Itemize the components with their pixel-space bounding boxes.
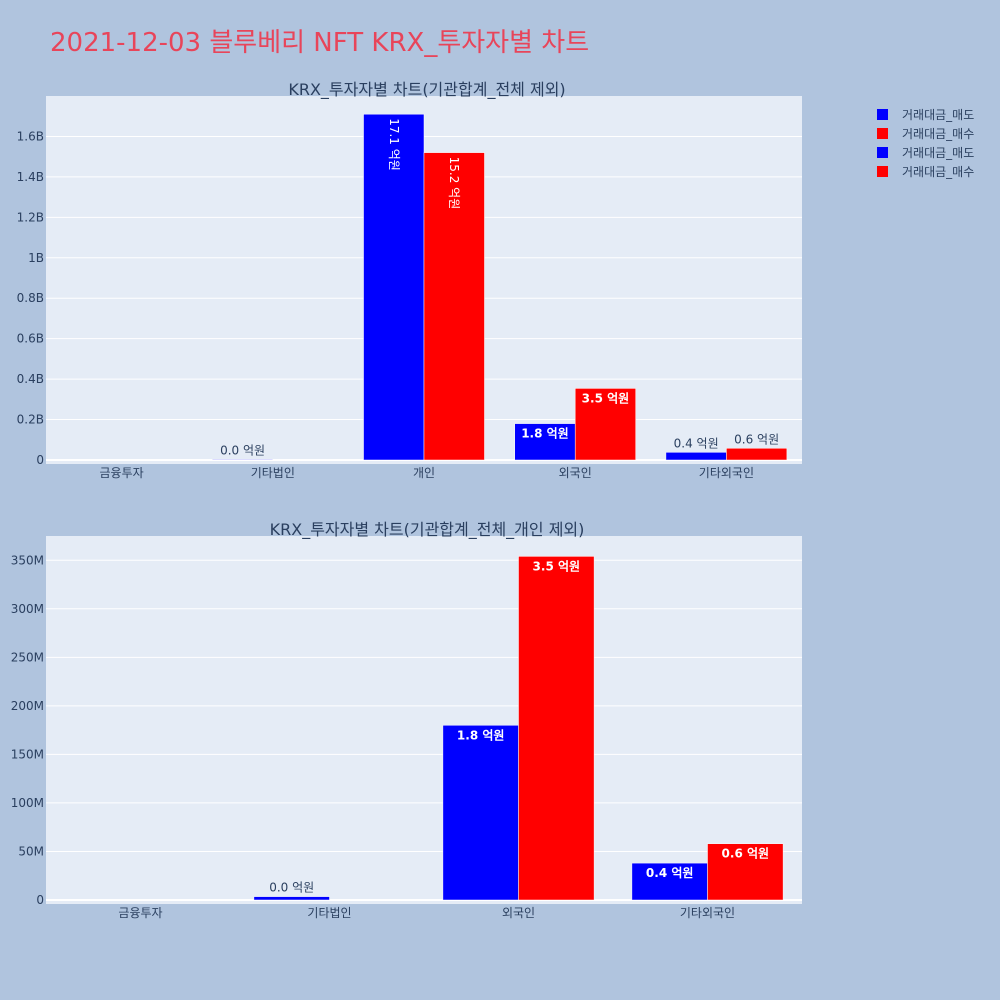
bar-data-label: 0.4 억원 <box>646 866 694 880</box>
y-tick-label: 0.6B <box>17 332 44 346</box>
y-tick-label: 350M <box>11 553 44 567</box>
bar <box>665 452 727 461</box>
legend-label: 거래대금_매도 <box>902 146 974 160</box>
legend-label: 거래대금_매수 <box>902 127 974 141</box>
bar <box>707 843 784 901</box>
y-tick-label: 250M <box>11 650 44 664</box>
y-tick-label: 100M <box>11 796 44 810</box>
y-tick-label: 200M <box>11 699 44 713</box>
bar-data-label: 3.5 억원 <box>582 391 630 405</box>
bar-data-label: 1.8 억원 <box>521 427 569 441</box>
bar <box>363 113 425 461</box>
y-tick-label: 0 <box>36 893 44 907</box>
x-tick-label: 기타법인 <box>307 906 351 920</box>
legend-swatch <box>877 109 888 120</box>
x-tick-label: 금융투자 <box>100 466 144 480</box>
bar <box>574 388 636 461</box>
bar <box>442 725 519 901</box>
bar-data-label: 0.0 억원 <box>220 443 265 457</box>
legend-swatch <box>877 166 888 177</box>
y-tick-label: 0.4B <box>17 372 44 386</box>
bar-data-label: 0.6 억원 <box>722 847 770 861</box>
plot-area <box>46 536 802 904</box>
y-tick-label: 0.2B <box>17 413 44 427</box>
bar-data-label: 15.2 억원 <box>447 157 461 210</box>
bar <box>253 896 330 901</box>
bar-data-label: 0.6 억원 <box>734 432 779 446</box>
bar <box>212 459 274 461</box>
bar-data-label: 3.5 억원 <box>533 559 581 573</box>
x-tick-label: 기타법인 <box>251 466 295 480</box>
bar <box>518 556 595 901</box>
legend-swatch <box>877 147 888 158</box>
y-tick-label: 0.8B <box>17 291 44 305</box>
chart-title: KRX_투자자별 차트(기관합계_전체 제외) <box>288 80 565 100</box>
y-tick-label: 1.6B <box>17 129 44 143</box>
y-tick-label: 300M <box>11 602 44 616</box>
chart-1: 0 0.2B 0.4B 0.6B 0.8B 1B 1.2B 1.4B 1.6B KRX_투자자별 … <box>17 80 802 480</box>
x-tick-label: 금융투자 <box>118 906 162 920</box>
y-tick-label: 150M <box>11 747 44 761</box>
bar <box>726 448 788 461</box>
legend-swatch <box>877 128 888 139</box>
bar-data-label: 1.8 억원 <box>457 728 505 742</box>
y-tick-label: 1B <box>28 251 44 265</box>
bar <box>423 152 485 461</box>
bar-data-label: 0.4 억원 <box>674 436 719 450</box>
legend-label: 거래대금_매도 <box>902 108 974 122</box>
y-tick-label: 50M <box>18 844 44 858</box>
bar <box>631 862 708 901</box>
bar-data-label: 17.1 억원 <box>387 118 401 171</box>
y-tick-label: 1.4B <box>17 170 44 184</box>
legend-label: 거래대금_매수 <box>902 165 974 179</box>
bar-data-label: 0.0 억원 <box>269 881 314 895</box>
y-tick-label: 0 <box>36 453 44 467</box>
x-tick-label: 외국인 <box>559 466 592 480</box>
x-tick-label: 기타외국인 <box>699 466 754 480</box>
y-tick-label: 1.2B <box>17 210 44 224</box>
chart-title: KRX_투자자별 차트(기관합계_전체_개인 제외) <box>270 520 585 540</box>
x-tick-label: 기타외국인 <box>680 906 735 920</box>
bar <box>514 423 576 461</box>
x-tick-label: 외국인 <box>502 906 535 920</box>
x-tick-label: 개인 <box>413 466 435 480</box>
page-title: 2021-12-03 블루베리 NFT KRX_투자자별 차트 <box>50 28 590 58</box>
chart-2: 0 50M 100M 150M 200M 250M 300M 350M KRX_투자자별 차트(… <box>11 520 802 920</box>
